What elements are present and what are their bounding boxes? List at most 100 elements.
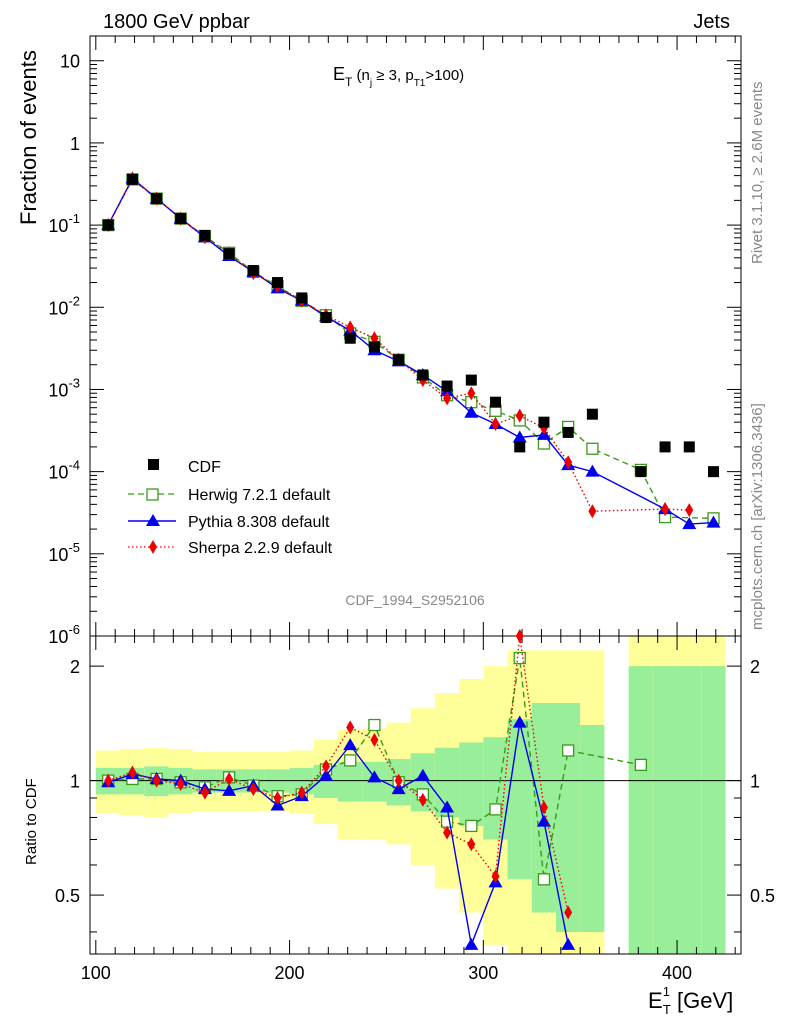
ratio-point-pythia — [367, 770, 382, 783]
subtitle-part-j: j — [369, 78, 372, 89]
subtitle-part-end: >100) — [425, 67, 464, 84]
data-point-sherpa — [564, 455, 573, 470]
data-point-cdf — [441, 380, 453, 392]
data-point-cdf — [490, 396, 502, 408]
data-point-sherpa — [443, 391, 452, 406]
ratio-point-sherpa — [104, 773, 113, 788]
y-tick-label: 10-3 — [48, 375, 80, 400]
data-point-cdf — [538, 416, 550, 428]
ratio-point-sherpa — [443, 825, 452, 840]
data-point-cdf — [586, 408, 598, 420]
data-point-pythia — [682, 517, 697, 530]
data-point-cdf — [417, 369, 429, 381]
data-point-cdf — [320, 312, 332, 324]
ratio-point-sherpa — [128, 765, 137, 780]
data-point-sherpa — [685, 503, 694, 518]
ratio-point-pythia — [464, 937, 479, 950]
data-point-cdf — [514, 441, 526, 453]
ratio-point-sherpa — [515, 629, 524, 643]
band-inner — [628, 666, 653, 954]
ratio-y-tick-label-left: 2 — [70, 657, 80, 677]
y-tick-label: 10 — [60, 52, 80, 72]
ratio-point-sherpa — [225, 771, 234, 786]
data-point-cdf — [272, 277, 284, 289]
uncertainty-bands — [95, 636, 726, 954]
ratio-y-tick-label-left: 1 — [70, 772, 80, 792]
ratio-point-pythia — [440, 800, 455, 813]
data-point-cdf — [635, 466, 647, 478]
ratio-point-sherpa — [539, 800, 548, 815]
ratio-point-sherpa — [418, 792, 427, 807]
x-tick-label: 100 — [81, 963, 111, 983]
ratio-point-sherpa — [297, 785, 306, 800]
data-point-sherpa — [467, 386, 476, 401]
ratio-point-sherpa — [200, 785, 209, 800]
axes: 100 200 300 400 10-6 10-5 10-4 10-3 10-2 10-1 1 10 0… — [48, 35, 775, 983]
subtitle-part-rest: (n — [352, 67, 370, 84]
legend-label-sherpa: Sherpa 2.2.9 default — [188, 540, 333, 557]
series-line-sherpa — [107, 177, 690, 512]
header-right-label: Jets — [693, 11, 730, 33]
legend-entry-herwig: Herwig 7.2.1 default — [128, 487, 331, 504]
ratio-plot-frame — [89, 635, 742, 955]
x-axis-label: E1 T [GeV] — [648, 984, 733, 1017]
y-tick-label: 1 — [70, 134, 80, 154]
ratio-point-sherpa — [467, 837, 476, 852]
rivet-side-label: Rivet 3.1.10, ≥ 2.6M events — [749, 82, 766, 265]
mcplots-side-label: mcplots.cern.ch [arXiv:1306.3436] — [749, 403, 766, 630]
ratio-y-tick-label-left: 0.5 — [55, 886, 80, 906]
header-left-label: 1800 GeV ppbar — [103, 11, 250, 33]
ratio-y-tick-label-right: 1 — [750, 772, 760, 792]
data-point-herwig — [586, 442, 599, 455]
legend-label-herwig: Herwig 7.2.1 default — [188, 487, 331, 504]
legend-entry-pythia: Pythia 8.308 default — [128, 514, 330, 531]
subtitle-part-t1: T1 — [414, 78, 426, 89]
ratio-point-herwig — [368, 718, 381, 732]
ratio-point-herwig — [344, 754, 357, 767]
ratio-point-herwig — [634, 758, 647, 772]
x-axis-label-sup: 1 — [663, 984, 670, 999]
y-tick-label: 10-5 — [48, 540, 80, 565]
band-inner — [580, 725, 605, 932]
ratio-point-herwig — [465, 819, 478, 833]
data-point-pythia — [585, 464, 600, 477]
x-axis-label-sub: T — [663, 1002, 671, 1017]
x-tick-label: 300 — [468, 963, 498, 983]
plot-subtitle: ET (nj ≥ 3, pT1>100) — [333, 64, 464, 89]
data-point-sherpa — [515, 408, 524, 423]
data-point-cdf — [126, 173, 138, 185]
data-point-sherpa — [346, 320, 355, 335]
legend-label-pythia: Pythia 8.308 default — [188, 514, 330, 531]
ratio-point-sherpa — [273, 791, 282, 806]
data-point-cdf — [368, 341, 380, 353]
ratio-point-pythia — [561, 937, 576, 950]
legend-label-cdf: CDF — [188, 459, 221, 476]
ratio-point-herwig — [489, 803, 502, 816]
data-point-cdf — [223, 248, 235, 260]
band-inner — [652, 666, 678, 954]
ratio-y-tick-label-right: 2 — [750, 657, 760, 677]
ratio-point-pythia — [222, 783, 237, 796]
analysis-id-label: CDF_1994_S2952106 — [345, 592, 485, 608]
band-inner — [555, 702, 581, 932]
y-tick-label: 10-6 — [48, 622, 80, 647]
ratio-point-sherpa — [394, 773, 403, 788]
x-axis-label-unit: [GeV] — [671, 988, 733, 1013]
band-inner — [338, 761, 363, 802]
ratio-point-sherpa — [491, 869, 500, 884]
legend: CDF Herwig 7.2.1 default Pythia 8.308 de… — [128, 459, 333, 557]
band-inner — [459, 742, 484, 826]
data-point-cdf — [151, 193, 163, 205]
ratio-point-pythia — [415, 768, 430, 781]
band-inner — [701, 666, 726, 954]
data-point-sherpa — [661, 502, 670, 517]
data-point-cdf — [465, 374, 477, 386]
data-point-sherpa — [588, 504, 597, 519]
subtitle-part-sub: T — [345, 75, 353, 89]
x-tick-label: 200 — [275, 963, 305, 983]
data-point-cdf — [659, 441, 671, 453]
ratio-point-sherpa — [321, 759, 330, 774]
ratio-point-herwig — [562, 744, 575, 757]
legend-entry-sherpa: Sherpa 2.2.9 default — [128, 540, 333, 557]
ratio-point-sherpa — [152, 773, 161, 788]
